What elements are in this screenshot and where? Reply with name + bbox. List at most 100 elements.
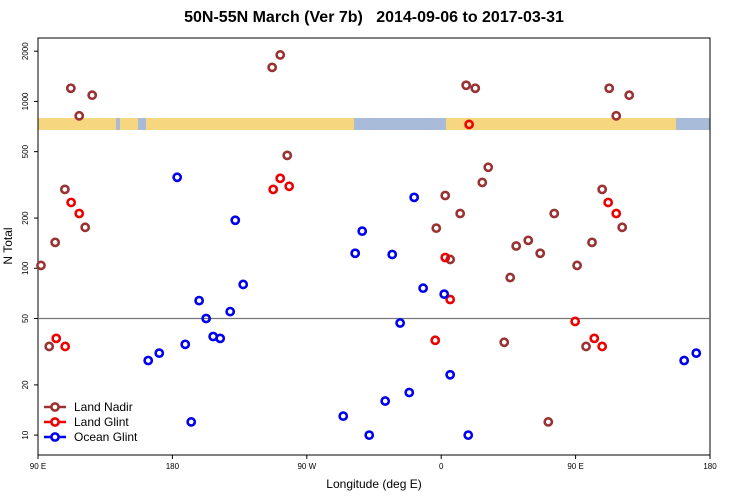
marker: [523, 235, 534, 246]
y-tick-label: 2000: [21, 42, 30, 60]
y-tick-label: 500: [21, 144, 30, 158]
marker: [172, 172, 183, 183]
x-tick-label: 0: [439, 462, 444, 471]
marker: [535, 248, 546, 259]
marker: [679, 355, 690, 366]
marker: [186, 417, 197, 427]
marker: [611, 208, 622, 219]
marker: [180, 339, 191, 350]
y-tick-label: 20: [21, 380, 30, 389]
y-tick-label: 1000: [21, 92, 30, 110]
marker: [284, 181, 295, 192]
y-tick-label: 100: [21, 261, 30, 275]
marker: [387, 249, 398, 260]
marker: [499, 337, 510, 348]
marker: [505, 272, 516, 283]
marker: [87, 90, 98, 101]
marker: [604, 83, 615, 94]
x-tick-label: 180: [703, 462, 717, 471]
marker: [338, 411, 349, 422]
marker: [463, 430, 474, 441]
marker: [549, 208, 560, 219]
marker: [154, 348, 165, 359]
x-tick-label: 90 E: [567, 462, 583, 471]
marker: [74, 110, 85, 121]
marker: [74, 208, 85, 219]
x-tick-label: 90 E: [30, 462, 46, 471]
marker: [445, 294, 456, 305]
marker: [66, 197, 77, 208]
marker: [570, 316, 581, 327]
marker: [350, 248, 361, 259]
marker: [282, 150, 293, 161]
marker: [543, 417, 554, 427]
x-tick-label: 90 W: [297, 462, 316, 471]
marker: [230, 215, 241, 226]
marker: [143, 355, 154, 366]
marker: [597, 184, 608, 195]
y-axis-label: N Total: [1, 227, 15, 264]
marker: [455, 208, 466, 219]
marker: [470, 83, 481, 94]
y-tick-label: 200: [21, 211, 30, 225]
marker: [80, 222, 91, 233]
plot-frame: [37, 37, 711, 456]
marker: [581, 341, 591, 352]
marker: [617, 222, 628, 233]
legend-label: Ocean Glint: [74, 430, 138, 444]
marker: [597, 341, 608, 352]
marker: [268, 184, 279, 195]
marker: [511, 241, 522, 251]
marker: [36, 260, 46, 271]
marker: [395, 318, 406, 328]
marker: [572, 260, 582, 271]
marker: [440, 252, 451, 263]
marker: [440, 190, 451, 201]
marker: [477, 177, 488, 188]
marker: [238, 279, 249, 290]
marker: [589, 333, 600, 344]
marker: [267, 62, 278, 73]
marker: [603, 197, 614, 208]
marker: [364, 430, 375, 441]
marker: [430, 335, 441, 346]
marker: [51, 333, 62, 344]
marker: [483, 162, 494, 173]
marker: [225, 306, 236, 317]
marker: [59, 184, 70, 195]
legend-marker: [50, 417, 60, 427]
legend-marker: [50, 432, 60, 442]
map-strip: [38, 118, 710, 130]
y-tick-label: 50: [21, 314, 30, 323]
marker: [611, 110, 622, 121]
marker: [60, 341, 71, 352]
marker: [461, 80, 472, 91]
marker: [409, 192, 420, 203]
marker: [431, 223, 442, 234]
marker: [194, 295, 205, 306]
marker: [418, 283, 429, 294]
marker: [201, 313, 212, 324]
marker: [275, 173, 286, 184]
y-tick-label: 10: [21, 430, 30, 439]
marker: [445, 254, 456, 265]
chart-title: 50N-55N March (Ver 7b) 2014-09-06 to 201…: [184, 9, 564, 26]
marker: [404, 387, 415, 398]
marker: [44, 341, 55, 352]
marker: [464, 119, 475, 130]
marker: [439, 289, 450, 300]
marker: [357, 226, 368, 237]
legend-label: Land Nadir: [74, 400, 133, 414]
marker: [65, 83, 76, 94]
marker: [624, 90, 635, 101]
marker: [691, 348, 702, 359]
legend-label: Land Glint: [74, 415, 129, 429]
x-axis-label: Longitude (deg E): [326, 477, 421, 491]
marker: [275, 50, 286, 60]
marker: [215, 333, 226, 344]
marker: [587, 237, 597, 248]
legend-marker: [50, 402, 60, 412]
marker: [445, 369, 456, 380]
marker: [50, 237, 61, 248]
